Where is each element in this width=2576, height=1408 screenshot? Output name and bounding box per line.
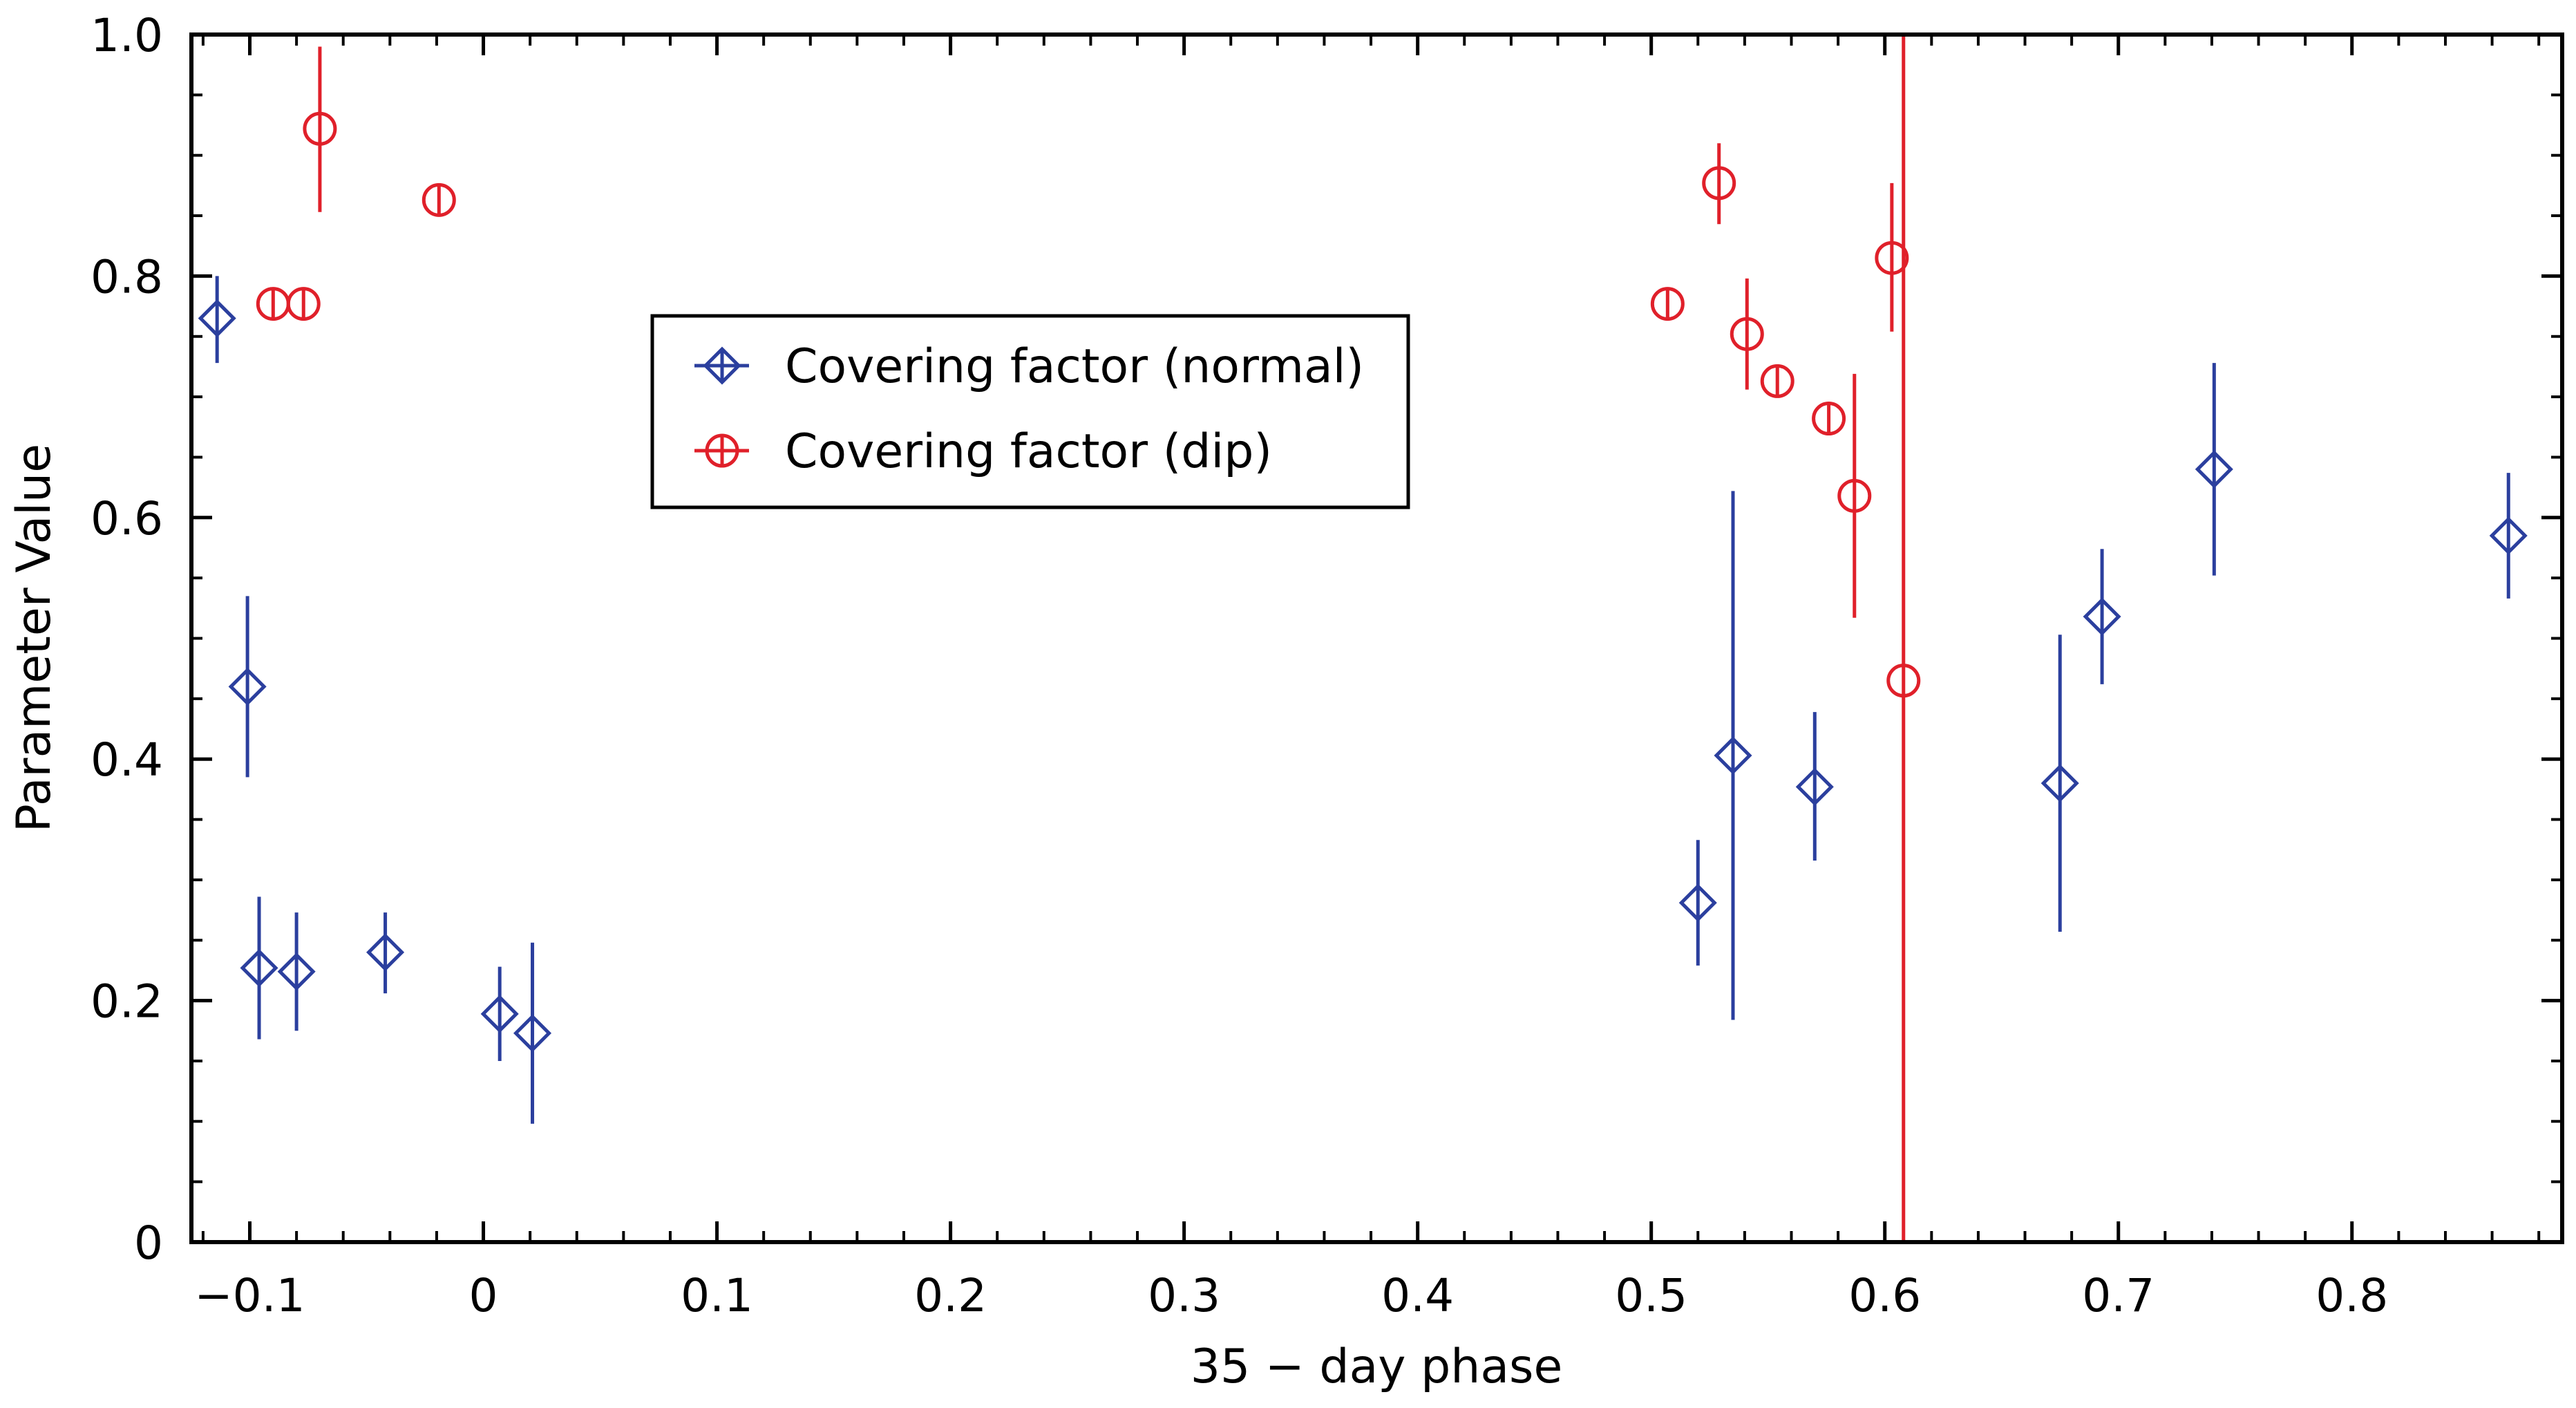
- x-tick-label: 0.8: [2315, 1269, 2388, 1322]
- ticks-layer: −0.1 0 0.1 0.2 0.3 0.4 0.5 0.6 0.7 0.8 0 0.2 0.4 0.6 0…: [91, 9, 2562, 1322]
- data-layer: [198, 35, 2528, 1242]
- data-point: [513, 1014, 552, 1053]
- data-point: [1730, 317, 1764, 351]
- data-point: [1795, 767, 1834, 806]
- data-point: [198, 299, 236, 338]
- legend-label: Covering factor (dip): [785, 424, 1272, 479]
- legend-marker: [705, 433, 739, 468]
- data-point: [286, 287, 321, 321]
- x-tick-label: 0.6: [1848, 1269, 1921, 1322]
- data-point: [1678, 883, 1717, 922]
- x-tick-label: 0.1: [681, 1269, 753, 1322]
- y-tick-label: 0.2: [91, 975, 163, 1029]
- legend-box: [650, 314, 1410, 509]
- data-point: [303, 111, 337, 146]
- plot-frame: [189, 32, 2564, 1244]
- y-axis-label: Parameter Value: [7, 444, 61, 832]
- data-point: [422, 182, 456, 217]
- data-point: [1812, 402, 1846, 436]
- labels-layer: 35 − day phase Parameter Value: [7, 444, 1562, 1394]
- data-point: [1702, 166, 1736, 200]
- data-point: [1837, 478, 1872, 513]
- data-point: [240, 948, 278, 987]
- y-tick-label: 0: [134, 1217, 163, 1270]
- y-tick-label: 0.6: [91, 492, 163, 545]
- data-point: [480, 995, 519, 1033]
- legend: Covering factor (normal) Covering factor …: [650, 314, 1410, 509]
- x-tick-label: 0.5: [1615, 1269, 1687, 1322]
- data-point: [2195, 450, 2233, 489]
- y-tick-label: 0.8: [91, 250, 163, 303]
- x-tick-label: −0.1: [194, 1269, 305, 1322]
- x-tick-label: 0: [469, 1269, 498, 1322]
- x-tick-label: 0.7: [2082, 1269, 2154, 1322]
- x-tick-label: 0.2: [914, 1269, 987, 1322]
- data-point: [1650, 287, 1685, 321]
- legend-label: Covering factor (normal): [785, 339, 1364, 394]
- data-point: [228, 667, 267, 706]
- legend-marker: [703, 346, 741, 385]
- series-normal: [198, 276, 2528, 1124]
- data-point: [277, 952, 316, 991]
- data-point: [366, 933, 405, 972]
- data-point: [2083, 597, 2121, 636]
- y-tick-label: 1.0: [91, 9, 163, 62]
- series-dip: [256, 35, 1921, 1242]
- y-tick-label: 0.4: [91, 733, 163, 787]
- x-tick-label: 0.4: [1381, 1269, 1454, 1322]
- x-tick-label: 0.3: [1148, 1269, 1220, 1322]
- data-point: [1760, 364, 1794, 398]
- x-axis-label: 35 − day phase: [1191, 1340, 1563, 1394]
- data-point: [1875, 241, 1909, 275]
- data-point: [2040, 764, 2079, 802]
- data-point: [1714, 736, 1752, 775]
- data-point: [1886, 664, 1921, 698]
- data-point: [2489, 516, 2528, 555]
